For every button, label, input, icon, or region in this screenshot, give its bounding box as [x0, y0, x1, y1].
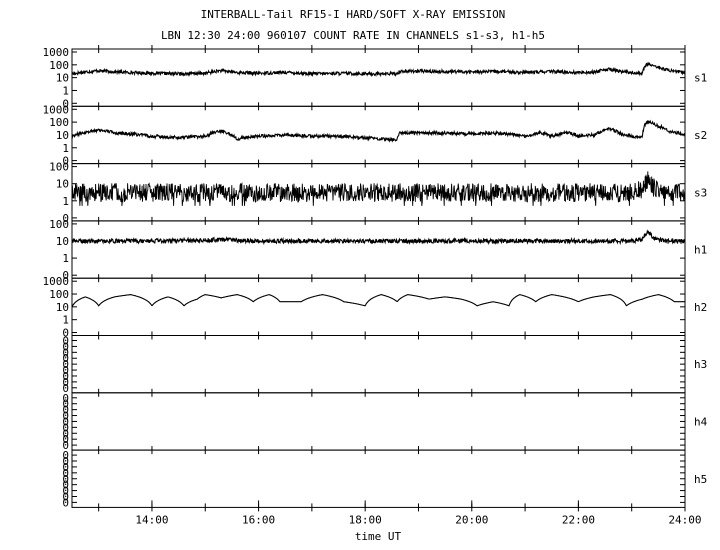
y-tick-label: 0: [62, 479, 69, 492]
x-tick-label: 22:00: [562, 513, 595, 526]
y-tick-label: 0: [62, 415, 69, 428]
y-tick-label: 1: [62, 314, 69, 327]
x-axis: 14:00 16:00 18:00 20:00 22:00 24:00: [98, 45, 702, 526]
x-tick-label: 14:00: [135, 513, 168, 526]
x-axis-label: time UT: [355, 530, 402, 543]
y-tick-label: 1: [62, 142, 69, 155]
y-tick-label: 100: [49, 288, 69, 301]
y-tick-label: 10: [56, 72, 69, 85]
y-tick-label: 0: [62, 427, 69, 440]
y-tick-label: 100: [49, 218, 69, 231]
y-tick-label: 0: [62, 269, 69, 282]
y-tick-label: 0: [62, 340, 69, 353]
x-tick-label: 18:00: [349, 513, 382, 526]
x-tick-label: 20:00: [455, 513, 488, 526]
x-tick-label: 24:00: [668, 513, 701, 526]
y-tick-label: 0: [62, 433, 69, 446]
y-tick-label: 0: [62, 327, 69, 340]
panel-frame-h3: [71, 335, 686, 394]
y-tick-label: 0: [62, 496, 69, 509]
y-tick-label: 0: [62, 421, 69, 434]
panel-frame-h1: [71, 220, 686, 279]
channel-label-s1: s1: [694, 72, 707, 85]
channel-label-s2: s2: [694, 129, 707, 142]
chart-subtitle: LBN 12:30 24:00 960107 COUNT RATE IN CHA…: [161, 29, 545, 42]
y-tick-label: 0: [62, 212, 69, 225]
series-line-s2: [71, 119, 686, 143]
y-tick-label: 0: [62, 376, 69, 389]
y-tick-label: 100: [49, 161, 69, 174]
channel-label-h1: h1: [694, 244, 707, 257]
y-tick-label: 0: [62, 490, 69, 503]
y-tick-label: 100: [49, 116, 69, 129]
y-tick-label: 0: [62, 439, 69, 452]
y-tick-label: 0: [62, 364, 69, 377]
series-line-h1: [71, 229, 686, 246]
panel-frame-h2: [71, 277, 686, 337]
y-tick-label: 1000: [43, 103, 70, 116]
panel-frame-h5: [71, 449, 686, 508]
series-line-s1: [71, 61, 686, 78]
y-tick-label: 0: [62, 392, 69, 405]
y-tick-label: 10: [56, 235, 69, 248]
y-tick-label: 0: [62, 346, 69, 359]
panel-frame-h4: [71, 392, 686, 451]
y-tick-label: 0: [62, 404, 69, 417]
y-tick-label: 1000: [43, 275, 70, 288]
y-tick-label: 0: [62, 455, 69, 468]
y-tick-label: 0: [62, 485, 69, 498]
y-tick-label: 1: [62, 195, 69, 208]
panel-frame-s1: [71, 48, 686, 107]
x-tick-label: 16:00: [242, 513, 275, 526]
chart-title: INTERBALL-Tail RF15-I HARD/SOFT X-RAY EM…: [201, 8, 506, 21]
y-tick-label: 1000: [43, 46, 70, 59]
panels-group: 10001001010s110001001010s21001010s310010…: [43, 46, 708, 509]
y-tick-label: 0: [62, 155, 69, 168]
series-line-s3: [71, 171, 686, 206]
y-tick-label: 0: [62, 473, 69, 486]
y-tick-label: 0: [62, 358, 69, 371]
y-tick-label: 0: [62, 398, 69, 411]
y-tick-label: 0: [62, 410, 69, 423]
series-line-h2: [71, 294, 685, 308]
y-tick-label: 0: [62, 467, 69, 480]
channel-label-s3: s3: [694, 186, 707, 199]
y-tick-label: 0: [62, 97, 69, 110]
channel-label-h5: h5: [694, 473, 707, 486]
y-tick-label: 0: [62, 352, 69, 365]
y-tick-label: 0: [62, 335, 69, 348]
y-tick-label: 0: [62, 382, 69, 395]
y-tick-label: 100: [49, 59, 69, 72]
y-tick-label: 10: [56, 129, 69, 142]
y-tick-label: 0: [62, 461, 69, 474]
y-tick-label: 0: [62, 370, 69, 383]
channel-label-h3: h3: [694, 358, 707, 371]
channel-label-h2: h2: [694, 301, 707, 314]
y-tick-label: 1: [62, 84, 69, 97]
y-tick-label: 0: [62, 449, 69, 462]
channel-label-h4: h4: [694, 415, 708, 428]
y-tick-label: 1: [62, 252, 69, 265]
y-tick-label: 10: [56, 301, 69, 314]
y-tick-label: 10: [56, 178, 69, 191]
